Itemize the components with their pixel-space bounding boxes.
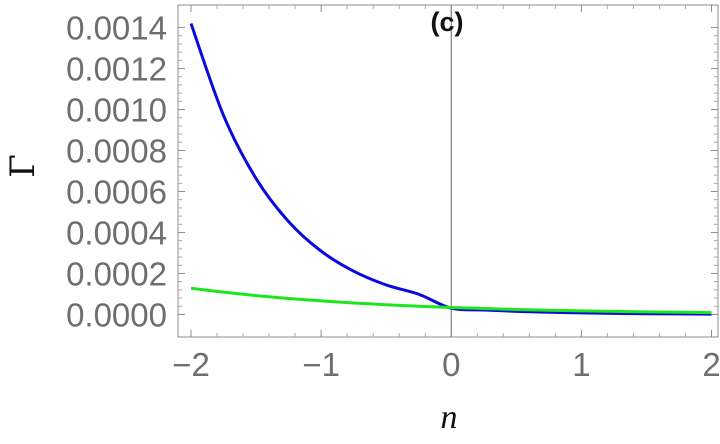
series-line-2 — [190, 286, 712, 315]
x-tick-label: −2 — [172, 346, 210, 383]
chart-title: (c) — [431, 7, 464, 37]
x-tick-label: −1 — [302, 346, 340, 383]
x-axis-ticks: −2 −1 0 1 2 — [172, 5, 720, 383]
y-tick-label: 0.0012 — [66, 51, 167, 88]
series-layer — [189, 22, 712, 316]
y-tick-label: 0.0002 — [66, 255, 167, 292]
x-tick-label: 2 — [702, 346, 720, 383]
y-tick-label: 0.0006 — [66, 173, 167, 210]
plot-frame — [177, 4, 719, 338]
y-tick-label: 0.0014 — [66, 10, 167, 47]
x-tick-label: 1 — [572, 346, 590, 383]
x-tick-label: 0 — [442, 346, 460, 383]
y-tick-label: 0.0004 — [66, 214, 167, 251]
y-tick-label: 0.0010 — [66, 92, 167, 129]
y-axis-title: Γ — [3, 154, 43, 178]
x-axis-title: n — [441, 399, 458, 436]
y-tick-label: 0.0008 — [66, 133, 167, 170]
y-tick-label: 0.0000 — [66, 296, 167, 333]
